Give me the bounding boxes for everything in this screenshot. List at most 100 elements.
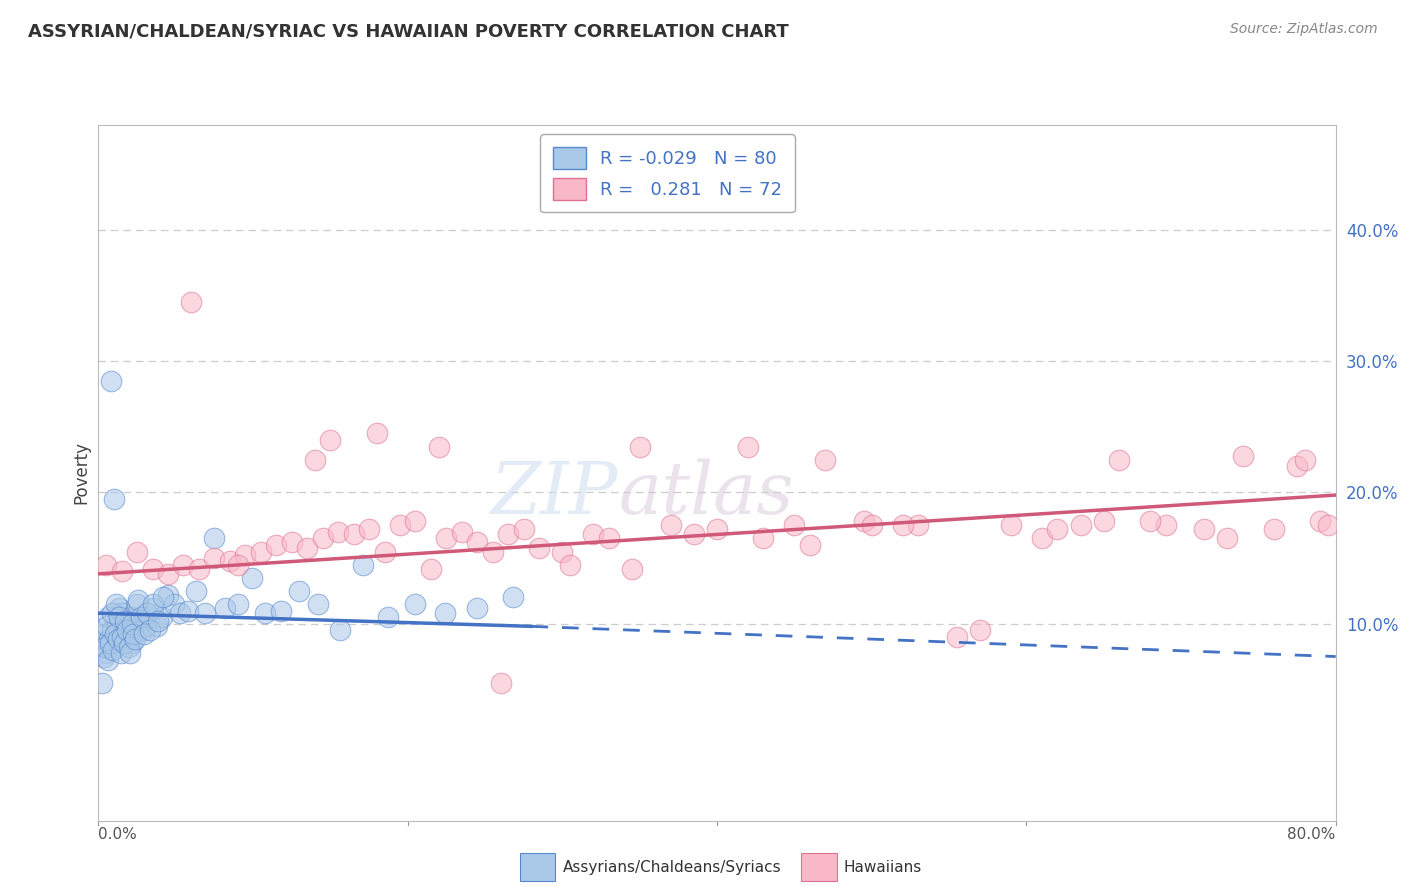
Point [122,627,145,641]
Point [104,627,127,641]
Point [105,619,128,633]
Text: 0.0%: 0.0% [98,827,138,842]
Point [1108,452,1130,467]
Point [177,604,200,618]
Point [891,518,914,533]
Point [250,544,273,558]
Point [343,527,366,541]
Point [142,597,165,611]
Point [127,597,149,611]
Point [142,561,165,575]
Point [157,566,180,581]
Point [529,541,551,555]
Point [582,527,605,541]
Point [326,524,350,539]
Point [907,518,929,533]
Point [136,606,159,620]
Point [194,606,217,620]
Point [135,619,157,633]
Point [129,610,152,624]
Point [163,597,186,611]
Point [132,624,155,638]
Point [240,571,263,585]
Point [115,624,138,638]
Point [489,675,512,690]
Point [304,452,326,467]
Point [436,532,458,546]
Point [266,538,288,552]
Point [502,591,524,605]
Text: Source: ZipAtlas.com: Source: ZipAtlas.com [1230,22,1378,37]
Point [312,532,335,546]
Point [1154,518,1177,533]
Point [1263,522,1285,536]
Y-axis label: Poverty: Poverty [72,442,90,504]
Point [1317,518,1340,533]
Text: ZIP: ZIP [491,458,619,529]
Point [852,514,875,528]
Point [359,522,381,536]
Point [129,614,152,628]
Point [107,601,129,615]
Text: atlas: atlas [619,458,793,529]
Point [783,518,806,533]
Point [94,640,117,655]
Point [97,653,120,667]
Point [124,632,146,647]
Point [100,606,122,620]
Point [1286,459,1309,474]
Point [180,295,202,310]
Point [1139,514,1161,528]
Point [1031,532,1053,546]
Point [319,433,342,447]
Point [737,440,759,454]
Point [157,588,180,602]
Point [481,544,505,558]
Point [405,514,427,528]
Point [969,624,991,638]
Point [352,558,374,572]
Point [93,649,115,664]
Point [139,624,162,638]
Text: Hawaiians: Hawaiians [844,860,922,874]
Point [101,643,124,657]
Point [127,593,149,607]
Point [388,518,412,533]
Point [560,558,582,572]
Point [405,597,427,611]
Point [433,606,456,620]
Point [122,619,145,633]
Point [152,591,174,605]
Point [112,636,135,650]
Point [628,440,651,454]
Point [254,606,277,620]
Point [107,632,129,647]
Point [93,627,115,641]
Point [860,518,883,533]
Point [451,524,474,539]
Point [142,601,165,615]
Point [270,604,292,618]
Point [1092,514,1115,528]
Text: Assyrians/Chaldeans/Syriacs: Assyrians/Chaldeans/Syriacs [562,860,780,874]
Point [111,630,134,644]
Point [799,538,821,552]
Point [120,610,142,624]
Point [114,614,136,628]
Point [374,544,396,558]
Point [1216,532,1239,546]
Point [96,646,118,660]
Point [513,522,536,536]
Point [288,583,311,598]
Point [226,597,249,611]
Point [467,601,489,615]
Point [150,610,173,624]
Point [132,627,155,641]
Point [121,616,143,631]
Point [111,564,134,578]
Point [117,640,139,655]
Point [1046,522,1069,536]
Point [110,646,132,660]
Text: 80.0%: 80.0% [1288,827,1336,842]
Point [621,561,644,575]
